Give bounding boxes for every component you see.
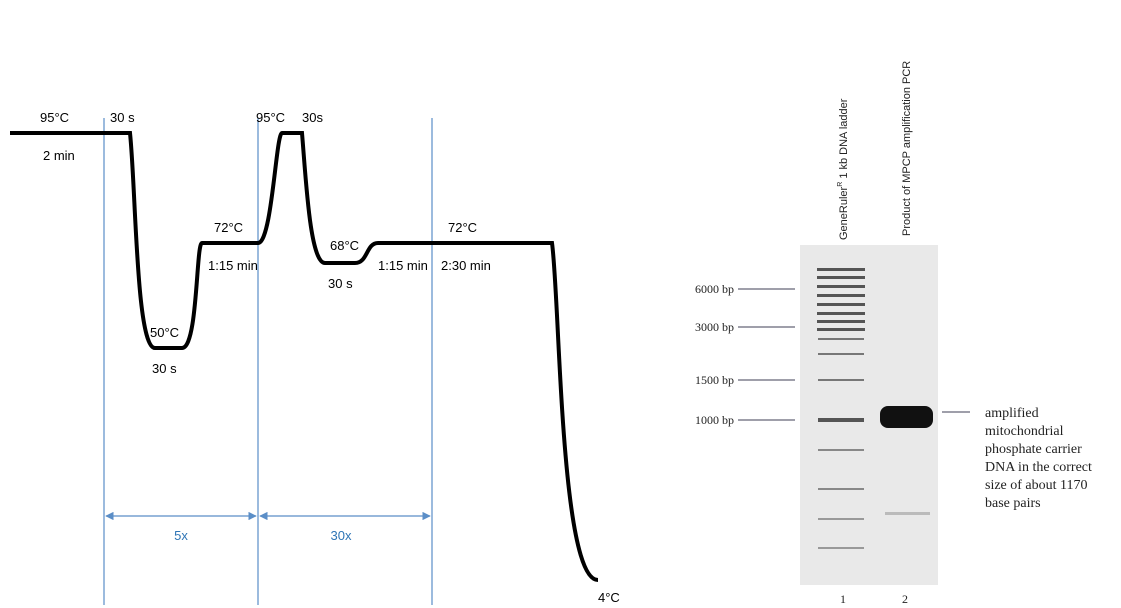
cycle-count: 30x [331, 528, 352, 543]
band [817, 303, 865, 306]
annotation: DNA in the correct [985, 460, 1092, 475]
lane-number: 2 [902, 592, 908, 606]
lane-title: GeneRulerR 1 kb DNA ladder [837, 98, 850, 240]
annotation: size of about 1170 [985, 478, 1088, 493]
profile-label: 2:30 min [441, 258, 491, 273]
band [818, 379, 864, 381]
profile-label: 72°C [214, 220, 243, 235]
marker-label: 1000 bp [695, 413, 734, 427]
profile-label: 1:15 min [208, 258, 258, 273]
band [818, 488, 864, 490]
profile-label: 30 s [152, 361, 177, 376]
profile-label: 30 s [110, 110, 135, 125]
product-band [880, 406, 933, 428]
faint-band [885, 512, 930, 515]
profile-label: 50°C [150, 325, 179, 340]
band [817, 328, 865, 331]
profile-label: 30 s [328, 276, 353, 291]
lane-title-part: 1 kb DNA ladder [838, 98, 850, 181]
profile-label: 4°C [598, 590, 620, 605]
annotation: mitochondrial [985, 424, 1064, 439]
band [818, 449, 864, 451]
band [817, 276, 865, 279]
band [817, 312, 865, 315]
profile-label: 68°C [330, 238, 359, 253]
cycle-count: 5x [174, 528, 188, 543]
profile-label: 95°C [40, 110, 69, 125]
marker-label: 6000 bp [695, 282, 734, 296]
band [818, 353, 864, 355]
profile-label: 30s [302, 110, 323, 125]
band [817, 268, 865, 271]
profile-label: 1:15 min [378, 258, 428, 273]
band [818, 418, 864, 422]
page: 95°C 30 s 2 min 50°C 30 s 72°C 1:15 min … [0, 0, 1121, 608]
band [817, 294, 865, 297]
lane-number: 1 [840, 592, 846, 606]
band [818, 547, 864, 549]
annotation: amplified [985, 406, 1039, 421]
profile-label: 72°C [448, 220, 477, 235]
profile-label: 2 min [43, 148, 75, 163]
band [818, 338, 864, 340]
band [818, 518, 864, 520]
annotation: phosphate carrier [985, 442, 1082, 457]
figure: 95°C 30 s 2 min 50°C 30 s 72°C 1:15 min … [0, 0, 1121, 608]
band [817, 320, 865, 323]
lane-title: Product of MPCP amplification PCR [901, 61, 913, 236]
marker-label: 3000 bp [695, 320, 734, 334]
band [817, 285, 865, 288]
lane-title-part: GeneRuler [838, 186, 850, 240]
annotation: base pairs [985, 496, 1041, 511]
temperature-profile [10, 133, 598, 580]
profile-label: 95°C [256, 110, 285, 125]
marker-label: 1500 bp [695, 373, 734, 387]
